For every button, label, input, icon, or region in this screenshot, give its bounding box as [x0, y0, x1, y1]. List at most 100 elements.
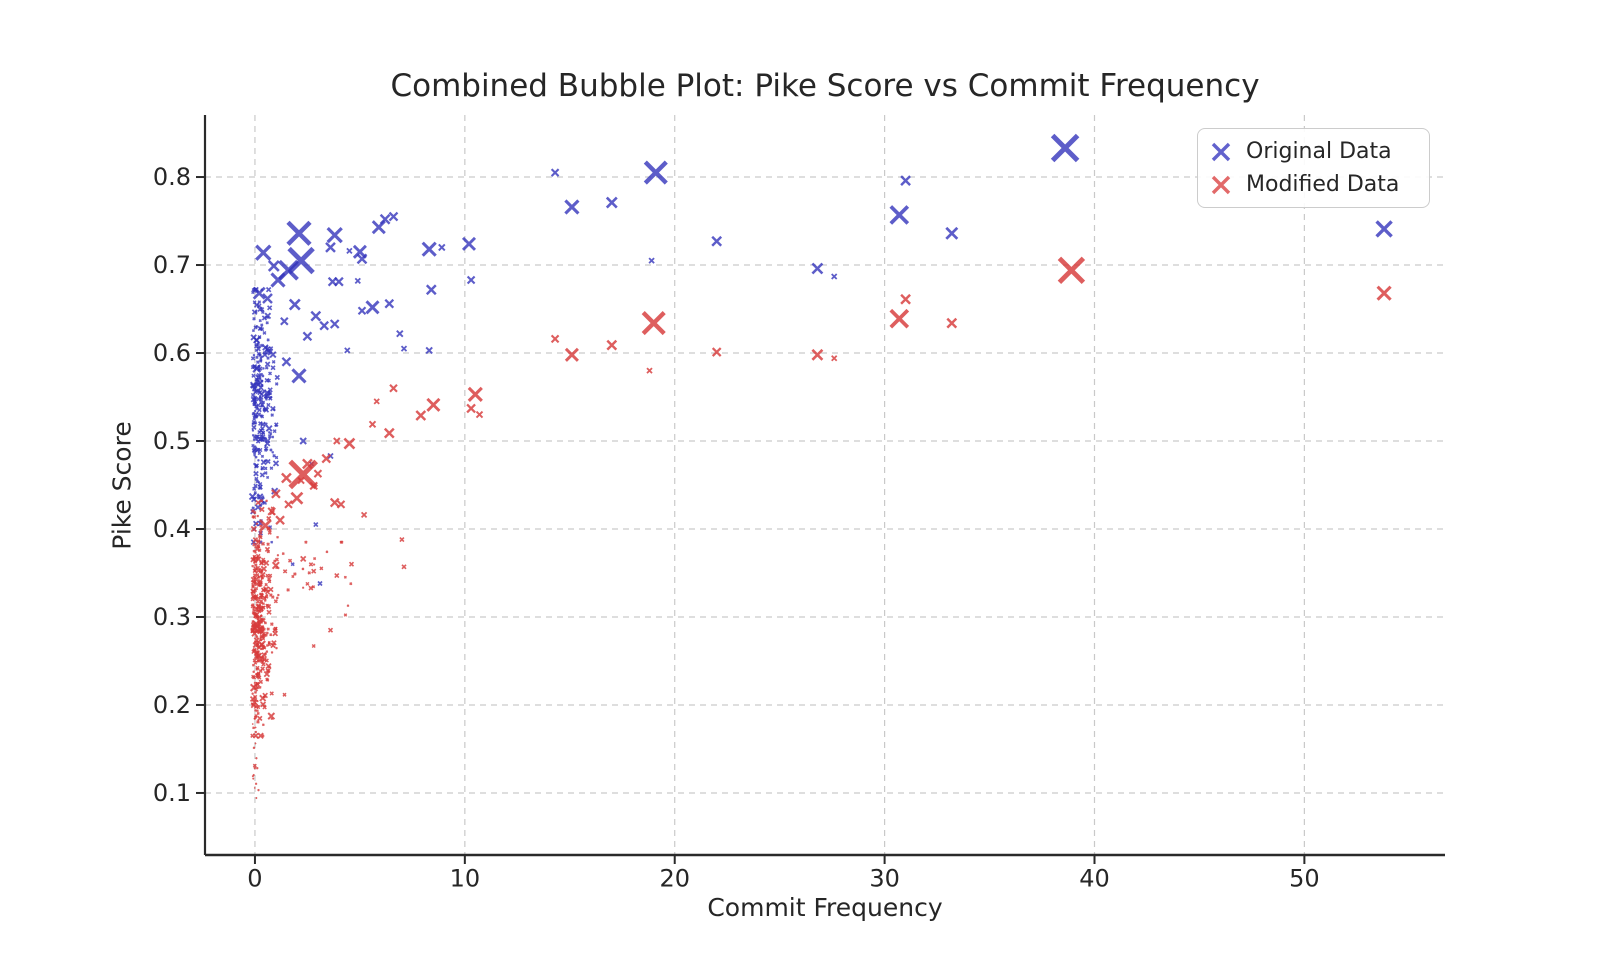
data-point: [711, 347, 722, 357]
data-point: [266, 402, 271, 408]
data-point: [259, 356, 263, 360]
data-point: [256, 403, 261, 408]
data-point: [252, 300, 257, 305]
data-point: [257, 344, 262, 349]
data-point: [275, 596, 279, 600]
data-point: [266, 475, 270, 479]
data-point: [271, 561, 280, 570]
data-point: [293, 572, 297, 576]
data-point: [255, 244, 272, 261]
data-point: [346, 247, 353, 255]
data-point: [256, 604, 262, 610]
data-point: [313, 557, 317, 561]
data-point: [256, 412, 262, 417]
data-point: [254, 651, 259, 656]
data-point: [260, 592, 264, 596]
data-point: [265, 644, 269, 647]
data-point: [467, 386, 483, 402]
data-point: [260, 467, 264, 471]
data-point: [261, 734, 265, 738]
data-point: [811, 348, 824, 361]
data-point: [256, 720, 260, 724]
data-point: [255, 543, 260, 548]
y-tick-label: 0.7: [153, 251, 191, 279]
data-point: [255, 757, 258, 760]
data-point: [258, 353, 262, 357]
data-point: [255, 500, 261, 506]
data-point: [255, 665, 260, 670]
data-point: [252, 396, 257, 401]
data-point: [251, 703, 254, 706]
data-point: [1376, 285, 1392, 301]
data-point: [253, 595, 258, 600]
data-point: [336, 500, 346, 509]
data-point: [258, 530, 263, 535]
data-point: [261, 656, 267, 663]
data-point: [265, 321, 269, 325]
data-point: [253, 491, 257, 495]
data-point: [251, 290, 255, 295]
data-point: [251, 723, 254, 726]
legend-item-original-data: Original Data: [1210, 137, 1415, 166]
data-point: [266, 526, 271, 531]
data-point: [348, 561, 355, 567]
data-point: [264, 361, 271, 367]
x-tick-label: 0: [247, 865, 262, 893]
data-point: [252, 438, 256, 441]
data-point: [357, 306, 367, 316]
data-point: [260, 434, 266, 440]
data-point: [291, 574, 295, 579]
data-point: [329, 319, 340, 329]
data-point: [281, 472, 292, 484]
data-point: [254, 691, 257, 694]
y-axis-label: Pike Score: [107, 421, 137, 550]
data-point: [265, 397, 268, 401]
data-point: [262, 330, 267, 335]
data-point: [343, 575, 347, 579]
data-point: [258, 395, 262, 399]
data-point: [256, 494, 260, 498]
data-point: [264, 448, 268, 452]
data-point: [263, 466, 268, 471]
data-point: [251, 429, 255, 432]
data-point: [250, 356, 256, 361]
data-point: [425, 346, 433, 355]
data-point: [265, 662, 272, 670]
data-point: [282, 569, 288, 574]
data-point: [269, 466, 274, 471]
data-point: [277, 593, 280, 597]
data-point: [343, 613, 348, 617]
data-point: [251, 443, 255, 448]
data-point: [263, 471, 268, 475]
data-point: [255, 565, 261, 570]
data-point: [252, 726, 256, 730]
data-point: [254, 504, 262, 511]
data-point: [251, 424, 257, 430]
data-point: [252, 746, 256, 750]
data-point: [257, 484, 263, 490]
data-point: [271, 435, 275, 439]
x-marker-icon: [1211, 175, 1231, 194]
data-point: [281, 356, 292, 367]
data-point: [274, 422, 279, 427]
data-point: [325, 550, 329, 554]
y-tick-label: 0.5: [153, 427, 191, 455]
data-point: [354, 277, 361, 285]
data-point: [251, 603, 255, 607]
data-point: [254, 742, 257, 745]
x-tick-label: 30: [869, 865, 900, 893]
data-point: [255, 599, 261, 604]
data-point: [258, 421, 263, 426]
data-point: [261, 557, 266, 562]
data-point: [260, 541, 266, 546]
data-point: [255, 522, 259, 526]
data-point: [253, 787, 256, 789]
data-point: [269, 351, 277, 359]
data-point: [252, 773, 255, 777]
x-tick-label: 50: [1289, 865, 1320, 893]
data-point: [253, 569, 257, 573]
data-point: [260, 288, 264, 292]
data-point: [260, 426, 265, 431]
data-point: [262, 692, 269, 699]
data-point: [265, 458, 271, 464]
